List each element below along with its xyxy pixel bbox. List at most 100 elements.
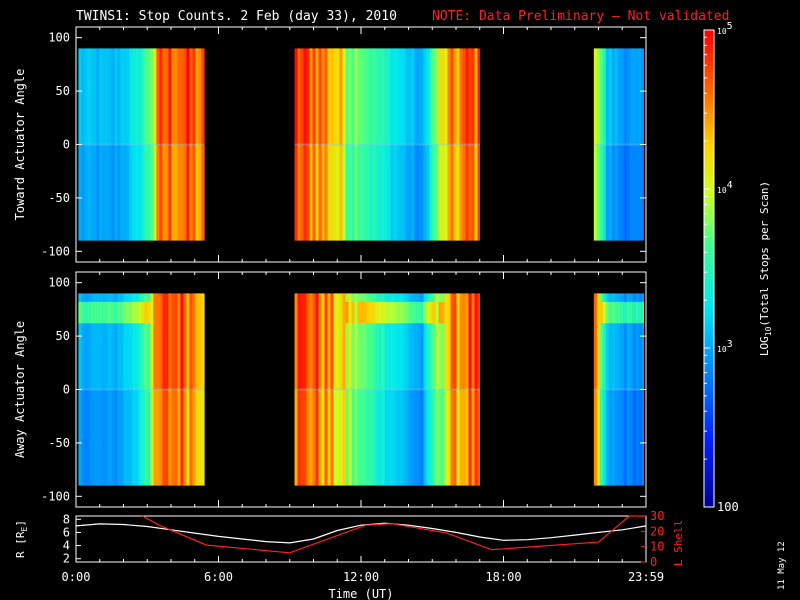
- heatmap-column-lower: [399, 389, 403, 486]
- heatmap-column-lower: [456, 389, 460, 486]
- x-tick-label: 18:00: [485, 570, 521, 584]
- y-tick-label-right: 20: [650, 524, 664, 538]
- heatmap-high-angle-band: [641, 301, 644, 324]
- heatmap-column-lower: [159, 389, 163, 486]
- heatmap-column-lower: [426, 144, 430, 241]
- heatmap-high-angle-band: [99, 301, 103, 324]
- heatmap-column-lower: [617, 389, 622, 486]
- heatmap-column-lower: [638, 389, 643, 486]
- heatmap-column-lower: [614, 389, 619, 486]
- heatmap-column-lower: [623, 144, 628, 241]
- heatmap-column-upper: [602, 293, 607, 390]
- heatmap-column-lower: [420, 389, 424, 486]
- heatmap-column-upper: [150, 293, 154, 390]
- heatmap-column-upper: [294, 293, 298, 390]
- y-axis-label-left: R [RE]: [14, 520, 29, 558]
- heatmap-column-upper: [357, 293, 361, 390]
- heatmap-column-lower: [321, 144, 325, 241]
- heatmap-column-lower: [611, 144, 616, 241]
- heatmap-column-lower: [315, 389, 319, 486]
- heatmap-column-lower: [357, 144, 361, 241]
- heatmap-column-lower: [453, 144, 457, 241]
- heatmap-column-lower: [390, 144, 394, 241]
- y-tick-label: 50: [56, 329, 70, 343]
- heatmap-column-lower: [605, 144, 610, 241]
- heatmap-column-lower: [114, 144, 118, 241]
- heatmap-column-lower: [456, 144, 460, 241]
- heatmap-column-lower: [303, 389, 307, 486]
- heatmap-column-lower: [342, 389, 346, 486]
- heatmap-column-lower: [198, 144, 202, 241]
- heatmap-column-upper: [309, 48, 313, 145]
- heatmap-column-lower: [471, 144, 475, 241]
- heatmap-column-upper: [429, 293, 433, 390]
- heatmap-column-lower: [360, 144, 364, 241]
- heatmap-column-upper: [156, 293, 160, 390]
- heatmap-high-angle-band: [375, 301, 379, 324]
- heatmap-column-lower: [429, 389, 433, 486]
- heatmap-column-upper: [444, 293, 448, 390]
- heatmap-column-lower: [174, 389, 178, 486]
- heatmap-column-upper: [138, 48, 142, 145]
- heatmap-column-lower: [132, 144, 136, 241]
- y-tick-label: -100: [41, 244, 70, 258]
- heatmap-column-upper: [117, 293, 121, 390]
- heatmap-high-angle-band: [81, 301, 85, 324]
- heatmap-column-upper: [120, 293, 124, 390]
- heatmap-column-lower: [147, 389, 151, 486]
- y-tick-label: -100: [41, 489, 70, 503]
- heatmap-column-upper: [599, 48, 604, 145]
- heatmap-column-upper: [468, 293, 472, 390]
- heatmap-column-lower: [318, 389, 322, 486]
- heatmap-column-lower: [614, 144, 619, 241]
- heatmap-high-angle-band: [147, 301, 151, 324]
- heatmap-column-upper: [81, 293, 85, 390]
- heatmap-column-upper: [102, 293, 106, 390]
- heatmap-column-upper: [363, 293, 367, 390]
- heatmap-column-lower: [156, 389, 160, 486]
- heatmap-column-upper: [153, 293, 157, 390]
- x-axis-label: Time (UT): [328, 587, 393, 600]
- heatmap-column-lower: [435, 389, 439, 486]
- heatmap-column-lower: [333, 389, 337, 486]
- heatmap-column-upper: [108, 48, 112, 145]
- heatmap-column-upper: [153, 48, 157, 145]
- heatmap-column-lower: [162, 389, 166, 486]
- heatmap-column-upper: [327, 293, 331, 390]
- heatmap-column-lower: [135, 144, 139, 241]
- heatmap-column-upper: [78, 293, 82, 390]
- heatmap-column-lower: [174, 144, 178, 241]
- heatmap-column-upper: [617, 293, 622, 390]
- heatmap-column-lower: [423, 389, 427, 486]
- heatmap-column-lower: [444, 144, 448, 241]
- heatmap-column-upper: [87, 48, 91, 145]
- heatmap-column-upper: [477, 293, 480, 390]
- heatmap-column-upper: [114, 293, 118, 390]
- heatmap-column-lower: [120, 144, 124, 241]
- heatmap-high-angle-band: [351, 301, 355, 324]
- heatmap-column-upper: [309, 293, 313, 390]
- heatmap-column-lower: [309, 144, 313, 241]
- heatmap-column-upper: [171, 48, 175, 145]
- heatmap-column-upper: [468, 48, 472, 145]
- heatmap-high-angle-band: [357, 301, 361, 324]
- heatmap-high-angle-band: [84, 301, 88, 324]
- heatmap-column-lower: [138, 389, 142, 486]
- heatmap-column-upper: [626, 48, 631, 145]
- heatmap-column-upper: [638, 48, 643, 145]
- heatmap-column-lower: [171, 144, 175, 241]
- heatmap-column-upper: [84, 48, 88, 145]
- y-tick-label: 100: [48, 276, 70, 290]
- heatmap-high-angle-band: [408, 301, 412, 324]
- heatmap-column-upper: [372, 48, 376, 145]
- heatmap-column-upper: [387, 48, 391, 145]
- heatmap-column-upper: [408, 293, 412, 390]
- heatmap-column-upper: [405, 293, 409, 390]
- colorbar-tick-base: 10: [717, 345, 727, 354]
- heatmap-column-upper: [312, 48, 316, 145]
- heatmap-column-lower: [393, 389, 397, 486]
- heatmap-high-angle-band: [599, 301, 604, 324]
- heatmap-column-lower: [150, 389, 154, 486]
- heatmap-high-angle-band: [87, 301, 91, 324]
- heatmap-high-angle-band: [378, 301, 382, 324]
